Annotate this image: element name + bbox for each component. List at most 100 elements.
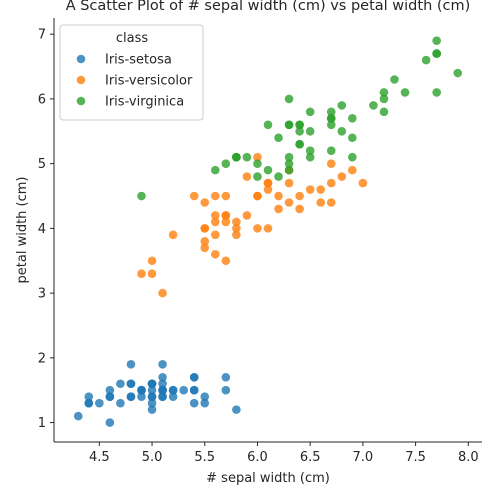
data-point: [147, 398, 157, 408]
y-tick-label: 3: [38, 287, 46, 302]
data-point: [284, 120, 294, 130]
data-point: [158, 392, 167, 401]
data-point: [126, 360, 136, 369]
data-point: [326, 178, 336, 188]
data-point: [210, 217, 220, 227]
x-tick-label: 8.0: [458, 450, 479, 465]
data-point: [274, 191, 283, 201]
x-tick-label: 5.5: [194, 450, 215, 465]
data-point: [73, 411, 83, 421]
data-point: [147, 379, 157, 389]
data-point: [421, 55, 431, 65]
x-axis-label: # sepal width (cm): [206, 471, 330, 486]
data-point: [369, 101, 378, 110]
data-point: [221, 385, 231, 395]
data-point: [295, 126, 304, 136]
x-tick-label: 7.5: [405, 450, 426, 465]
data-point: [274, 133, 283, 143]
data-point: [337, 172, 347, 181]
data-point: [158, 385, 167, 395]
data-point: [200, 224, 210, 233]
data-point: [221, 159, 231, 168]
data-point: [253, 152, 262, 162]
data-point: [305, 126, 315, 136]
data-point: [105, 385, 115, 395]
series-iris-virginica: [137, 36, 463, 201]
data-point: [116, 398, 125, 408]
data-point: [326, 120, 336, 130]
data-point: [200, 237, 210, 246]
data-point: [232, 405, 241, 414]
legend-label: Iris-virginica: [105, 95, 184, 110]
data-point: [168, 392, 178, 401]
data-point: [305, 185, 315, 194]
series-iris-setosa: [73, 360, 241, 427]
legend-marker: [76, 54, 86, 64]
legend: class Iris-setosa Iris-versicolor Iris-vir…: [59, 24, 204, 121]
data-point: [263, 224, 273, 233]
data-point: [326, 198, 336, 207]
data-point: [189, 372, 199, 382]
data-point: [189, 398, 199, 408]
data-point: [348, 165, 357, 175]
data-point: [147, 385, 157, 395]
points-layer: [73, 36, 463, 427]
data-point: [305, 152, 315, 162]
data-point: [168, 230, 178, 240]
data-point: [337, 126, 347, 136]
data-point: [200, 198, 210, 207]
data-point: [221, 217, 231, 227]
data-point: [295, 191, 304, 201]
data-point: [158, 288, 167, 298]
data-point: [348, 152, 357, 162]
data-point: [200, 398, 210, 408]
legend-marker: [76, 96, 86, 106]
data-point: [337, 101, 347, 110]
data-point: [253, 172, 262, 181]
data-point: [210, 165, 220, 175]
data-point: [358, 178, 368, 188]
x-tick-label: 6.0: [247, 450, 268, 465]
data-point: [210, 249, 220, 259]
data-point: [158, 379, 167, 389]
data-point: [263, 178, 273, 188]
y-axis-label: petal width (cm): [15, 177, 30, 284]
data-point: [253, 159, 262, 168]
data-point: [316, 198, 326, 207]
data-point: [326, 146, 336, 155]
series-iris-versicolor: [137, 152, 368, 298]
data-point: [284, 159, 294, 168]
data-point: [253, 191, 262, 201]
data-point: [147, 392, 157, 401]
x-tick-label: 5.0: [142, 450, 163, 465]
data-point: [137, 392, 146, 401]
data-point: [232, 230, 241, 240]
data-point: [284, 94, 294, 104]
data-point: [379, 94, 389, 104]
legend-box: [59, 24, 204, 121]
y-tick-label: 7: [38, 28, 46, 43]
data-point: [95, 398, 104, 408]
data-point: [126, 379, 136, 389]
data-point: [253, 224, 262, 233]
data-point: [242, 211, 252, 220]
data-point: [432, 49, 441, 58]
data-point: [232, 224, 241, 233]
data-point: [263, 120, 273, 130]
chart-title: A Scatter Plot of # sepal width (cm) vs …: [66, 0, 471, 14]
legend-entries: Iris-setosa Iris-versicolor Iris-virginica: [76, 53, 193, 110]
x-tick-label: 7.0: [353, 450, 374, 465]
legend-item: Iris-setosa: [76, 53, 172, 68]
y-tick-label: 5: [38, 157, 46, 172]
data-point: [158, 360, 167, 369]
data-point: [284, 178, 294, 188]
data-point: [137, 385, 146, 395]
data-point: [305, 146, 315, 155]
data-point: [126, 392, 136, 401]
data-point: [105, 418, 115, 427]
data-point: [453, 68, 463, 78]
data-point: [263, 165, 273, 175]
y-tick-label: 1: [38, 416, 46, 431]
data-point: [147, 269, 157, 278]
